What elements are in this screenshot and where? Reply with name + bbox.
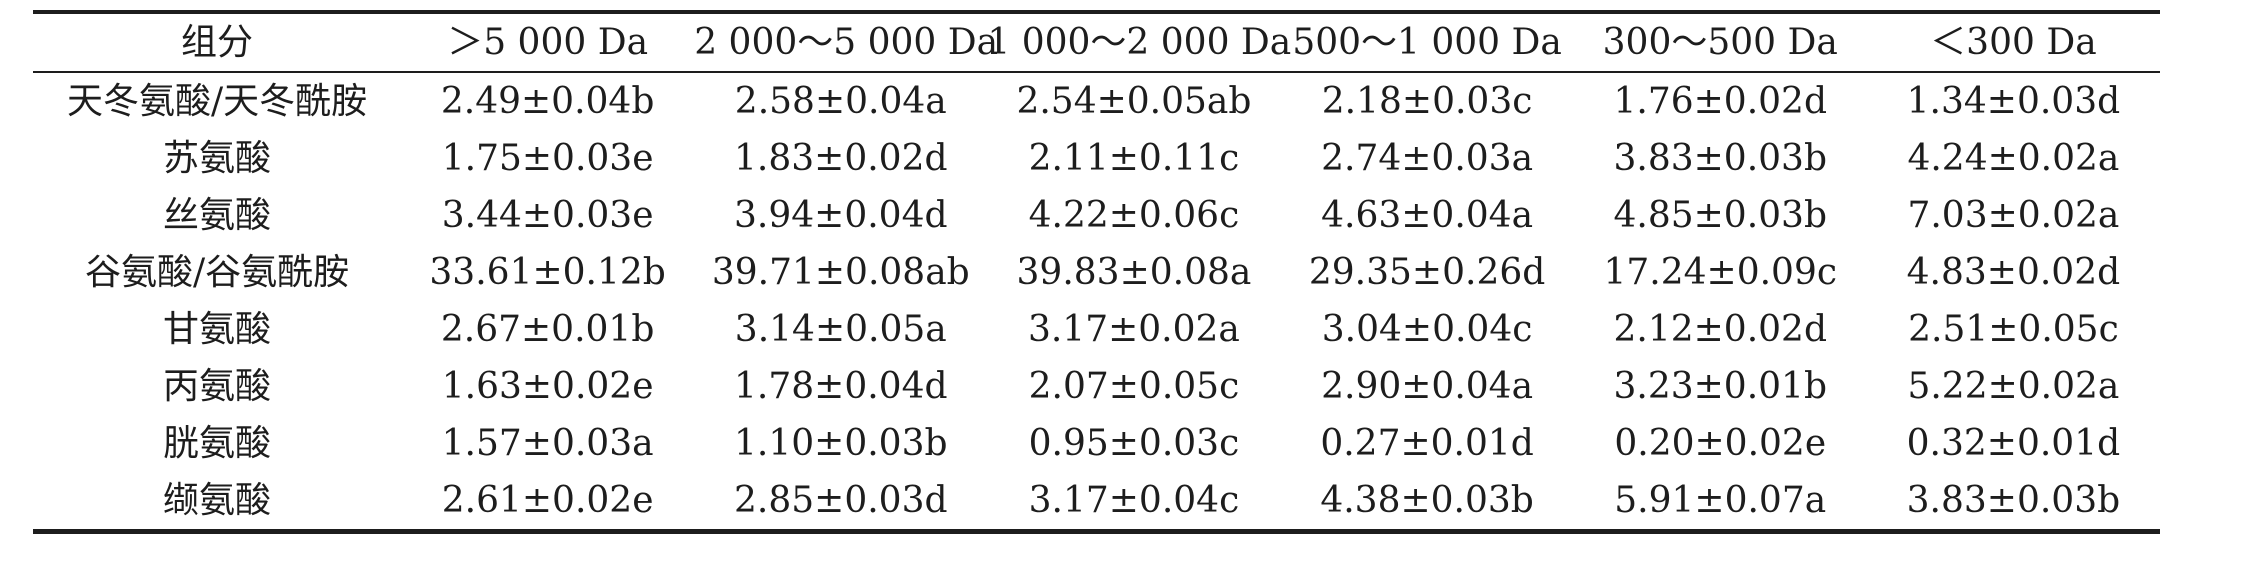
value-cell: 33.61±0.12b [429,251,666,293]
header-row: 组分 ＞5 000 Da 2 000～5 000 Da 1 000～2 000 … [33,12,2160,73]
value-cell: 0.32±0.01d [1906,422,2121,464]
row-label: 丝氨酸 [163,194,272,236]
value-cell: 2.07±0.05c [1028,365,1240,407]
value-cell: 4.24±0.02a [1907,137,2120,179]
value-cell: 1.78±0.04d [734,365,948,407]
value-cell: 2.90±0.04a [1321,365,1534,407]
value-cell: 3.83±0.03b [1906,479,2121,521]
value-cell: 4.63±0.04a [1321,194,1534,236]
value-cell: 39.83±0.08a [1016,251,1252,293]
value-cell: 3.17±0.02a [1027,308,1240,350]
value-cell: 29.35±0.26d [1308,251,1546,293]
row-label: 苏氨酸 [163,137,272,179]
value-cell: 1.57±0.03a [441,422,654,464]
value-cell: 4.83±0.02d [1906,251,2121,293]
header-cell-component: 组分 [33,12,402,73]
table-row-cystine: 胱氨酸 1.57±0.03a 1.10±0.03b 0.95±0.03c 0.2… [33,415,2160,472]
value-cell: 17.24±0.09c [1603,251,1838,293]
value-cell: 2.51±0.05c [1908,308,2119,350]
value-cell: 2.85±0.03d [734,479,948,521]
header-cell-1000-2000: 1 000～2 000 Da [987,12,1291,73]
table-row-threonine: 苏氨酸 1.75±0.03e 1.83±0.02d 2.11±0.11c 2.7… [33,130,2160,187]
value-cell: 1.10±0.03b [734,422,948,464]
value-cell: 2.67±0.01b [440,308,655,350]
value-cell: 2.12±0.02d [1613,308,1828,350]
value-cell: 0.95±0.03c [1028,422,1240,464]
value-cell: 3.44±0.03e [441,194,654,236]
value-cell: 0.20±0.02e [1614,422,1827,464]
row-label: 甘氨酸 [163,308,272,350]
value-cell: 1.34±0.03d [1906,80,2121,122]
header-cell-500-1000: 500～1 000 Da [1280,12,1574,73]
amino-acid-composition-table: 组分 ＞5 000 Da 2 000～5 000 Da 1 000～2 000 … [33,10,2160,534]
value-cell: 2.11±0.11c [1028,137,1240,179]
row-label: 谷氨酸/谷氨酰胺 [84,251,350,293]
value-cell: 7.03±0.02a [1907,194,2120,236]
header-cell-gt5000: ＞5 000 Da [401,12,695,73]
row-label: 丙氨酸 [163,365,272,407]
table-row-aspartate: 天冬氨酸/天冬酰胺 2.49±0.04b 2.58±0.04a 2.54±0.0… [33,72,2160,130]
value-cell: 1.75±0.03e [441,137,654,179]
table-row-glutamate: 谷氨酸/谷氨酰胺 33.61±0.12b 39.71±0.08ab 39.83±… [33,244,2160,301]
value-cell: 1.63±0.02e [441,365,654,407]
value-cell: 4.22±0.06c [1028,194,1240,236]
value-cell: 3.04±0.04c [1321,308,1533,350]
value-cell: 2.61±0.02e [441,479,654,521]
value-cell: 0.27±0.01d [1320,422,1534,464]
value-cell: 3.14±0.05a [734,308,947,350]
table-row-alanine: 丙氨酸 1.63±0.02e 1.78±0.04d 2.07±0.05c 2.9… [33,358,2160,415]
row-label: 缬氨酸 [163,479,272,521]
value-cell: 1.76±0.02d [1613,80,1828,122]
value-cell: 39.71±0.08ab [711,251,970,293]
value-cell: 3.23±0.01b [1613,365,1828,407]
row-label: 天冬氨酸/天冬酰胺 [66,80,368,122]
value-cell: 2.74±0.03a [1321,137,1534,179]
header-cell-lt300: ＜300 Da [1866,12,2160,73]
value-cell: 2.58±0.04a [734,80,947,122]
header-cell-300-500: 300～500 Da [1573,12,1867,73]
header-cell-2000-5000: 2 000～5 000 Da [694,12,998,73]
value-cell: 3.83±0.03b [1613,137,1828,179]
value-cell: 3.94±0.04d [734,194,948,236]
table-row-valine: 缬氨酸 2.61±0.02e 2.85±0.03d 3.17±0.04c 4.3… [33,472,2160,532]
row-label: 胱氨酸 [163,422,272,464]
value-cell: 2.18±0.03c [1321,80,1533,122]
value-cell: 5.91±0.07a [1614,479,1827,521]
value-cell: 5.22±0.02a [1907,365,2120,407]
value-cell: 4.38±0.03b [1320,479,1534,521]
table-row-glycine: 甘氨酸 2.67±0.01b 3.14±0.05a 3.17±0.02a 3.0… [33,301,2160,358]
value-cell: 4.85±0.03b [1613,194,1828,236]
value-cell: 3.17±0.04c [1028,479,1240,521]
value-cell: 2.54±0.05ab [1016,80,1252,122]
value-cell: 2.49±0.04b [440,80,655,122]
table-row-serine: 丝氨酸 3.44±0.03e 3.94±0.04d 4.22±0.06c 4.6… [33,187,2160,244]
value-cell: 1.83±0.02d [734,137,948,179]
